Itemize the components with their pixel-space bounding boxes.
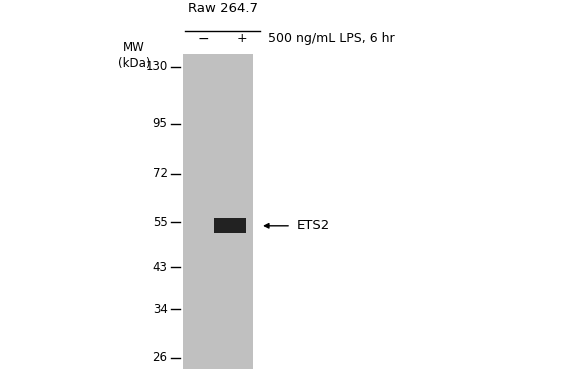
Text: Raw 264.7: Raw 264.7	[187, 2, 258, 15]
Text: 500 ng/mL LPS, 6 hr: 500 ng/mL LPS, 6 hr	[268, 33, 395, 45]
Text: ETS2: ETS2	[297, 219, 330, 232]
Text: 26: 26	[152, 352, 168, 364]
Text: +: +	[236, 33, 247, 45]
Bar	[183, 54, 253, 369]
Text: 34: 34	[152, 303, 168, 316]
Text: MW
(kDa): MW (kDa)	[118, 41, 150, 70]
Text: 130: 130	[146, 60, 168, 73]
Text: 43: 43	[152, 260, 168, 274]
Text: 72: 72	[152, 167, 168, 180]
Text: −: −	[198, 31, 210, 45]
Text: 95: 95	[152, 117, 168, 130]
Bar	[214, 218, 246, 233]
Text: 55: 55	[153, 216, 168, 229]
